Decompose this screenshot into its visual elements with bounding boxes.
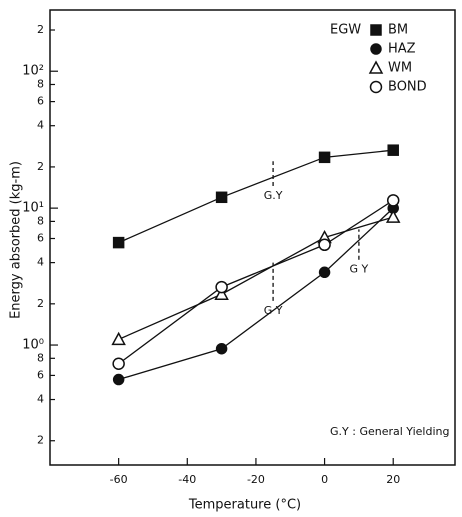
legend-label: BOND [388,80,427,95]
x-tick-label: -20 [247,473,265,486]
legend-label: BM [388,23,408,38]
marker [112,236,125,249]
marker [318,266,331,279]
y-tick-label: 2 [37,297,44,310]
x-tick-label: -40 [178,473,196,486]
y-tick-label: 10² [22,64,44,79]
x-axis-label: Temperature (°C) [188,498,301,513]
legend-label: WM [388,61,412,76]
y-tick-label: 8 [37,77,44,90]
legend-marker [370,24,382,36]
y-tick-label: 4 [37,256,44,269]
plot-frame [49,9,456,466]
marker [111,331,126,346]
annotation: G.Y [264,189,283,202]
series-line [118,199,394,365]
annotation: G Y [264,304,283,317]
y-tick-label: 6 [37,368,44,381]
y-tick-label: 2 [37,160,44,173]
y-tick-label: 8 [37,351,44,364]
legend-title: EGW [330,23,361,38]
marker [215,191,228,204]
marker [387,144,399,156]
legend-marker [368,60,384,74]
y-tick-label: 10¹ [22,201,44,216]
marker [214,286,229,300]
series-line [118,207,394,381]
legend-marker [369,80,383,94]
y-tick-label: 6 [37,95,44,108]
y-tick-label: 4 [37,393,44,406]
y-tick-label: 8 [37,214,44,227]
marker [385,209,401,223]
x-tick-label: -60 [110,473,128,486]
y-tick-label: 6 [37,232,44,245]
legend-marker [370,43,382,55]
marker [318,151,331,164]
marker [215,280,228,294]
marker [386,194,400,207]
y-tick-label: 4 [37,119,44,132]
marker [215,342,228,355]
footnote: G.Y : General Yielding [330,425,450,438]
annotation: G Y [350,263,369,276]
y-tick-label: 2 [37,434,44,447]
y-tick-label: 2 [37,23,44,36]
marker [112,357,125,371]
y-axis-label: Energy absorbed (kg-m) [9,161,24,319]
marker [318,238,331,252]
x-tick-label: 20 [386,473,400,486]
legend-label: HAZ [388,42,416,57]
x-tick-label: 0 [321,473,328,486]
marker [112,373,125,386]
y-tick-label: 10⁰ [22,338,44,353]
series-line [118,216,394,340]
